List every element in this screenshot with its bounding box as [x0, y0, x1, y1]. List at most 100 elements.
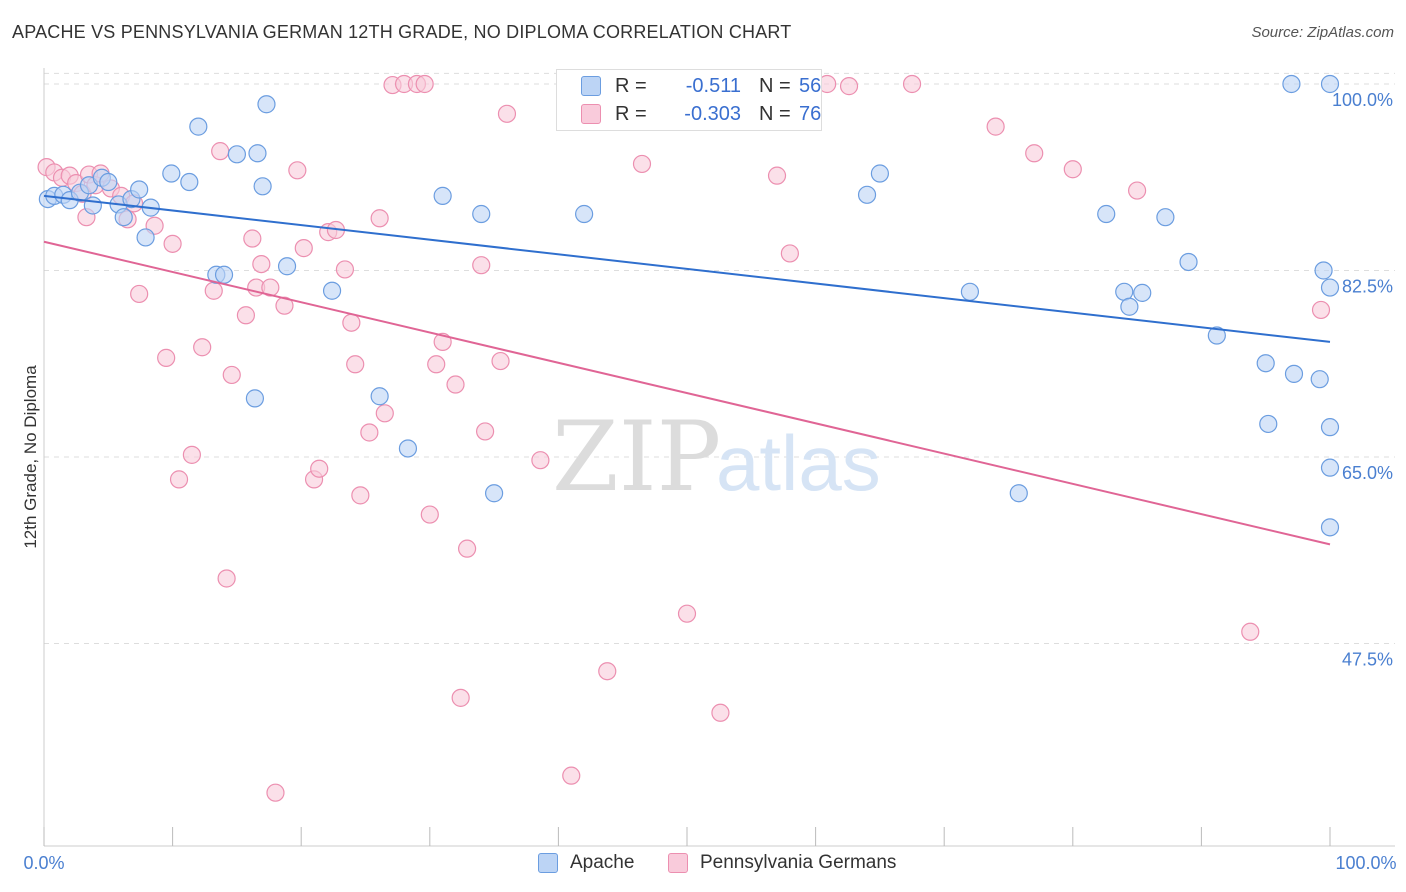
apache-point	[1097, 204, 1116, 224]
penn-point	[157, 348, 176, 367]
apache-point	[214, 265, 234, 284]
apache-point	[1207, 326, 1226, 345]
apache-point	[248, 144, 267, 163]
apache-point	[257, 95, 276, 114]
x-tick-label-min: 0.0%	[23, 853, 64, 873]
penn-point	[335, 260, 355, 279]
apache-point	[1120, 297, 1139, 316]
apache-point	[322, 281, 342, 300]
stats-legend: R = -0.511 N = 56 R = -0.303 N = 76	[556, 69, 822, 131]
x-ticks	[43, 827, 1331, 846]
penn-point	[632, 154, 652, 174]
apache-point	[1320, 418, 1340, 437]
y-tick-label: 100.0%	[1332, 90, 1393, 110]
apache-point	[130, 180, 149, 199]
penn-point	[288, 161, 307, 180]
apache-point	[277, 257, 297, 276]
penn-point	[472, 256, 491, 275]
apache-point	[1156, 208, 1175, 227]
apache-point	[960, 282, 980, 301]
apache-point	[180, 172, 199, 192]
penn-point	[294, 239, 313, 258]
apache-n-value: 56	[799, 74, 822, 97]
apache-point	[1282, 74, 1301, 94]
watermark-zip: ZIP	[552, 401, 721, 513]
y-tick-label: 47.5%	[1342, 650, 1393, 670]
penn-point	[252, 254, 271, 274]
legend-row-penn: R = -0.303 N = 76	[581, 101, 821, 127]
apache-trend-line	[43, 194, 1331, 343]
penn-point	[163, 234, 182, 253]
penn-swatch	[581, 104, 601, 124]
apache-point	[245, 389, 265, 408]
penn-point	[211, 142, 230, 161]
apache-point	[1320, 278, 1340, 297]
penn-point	[217, 569, 236, 588]
apache-point	[1320, 458, 1340, 477]
watermark-atlas: atlas	[716, 419, 881, 507]
legend-item-penn[interactable]: Pennsylvania Germans	[668, 852, 896, 874]
penn-point	[767, 166, 787, 185]
penn-point	[375, 404, 394, 423]
penn-n-label: N =	[759, 102, 791, 125]
apache-point	[398, 439, 418, 458]
penn-point	[446, 375, 465, 394]
penn-point	[266, 783, 285, 802]
apache-point	[189, 117, 208, 136]
penn-r-value: -0.303	[684, 102, 741, 125]
apache-point	[253, 177, 272, 196]
penn-point	[491, 351, 510, 371]
penn-point	[1241, 622, 1260, 641]
apache-point	[83, 196, 102, 215]
penn-point	[351, 486, 370, 505]
apache-point	[1314, 261, 1333, 280]
apache-point	[1320, 74, 1340, 94]
legend-row-apache: R = -0.511 N = 56	[581, 73, 821, 99]
penn-point	[986, 117, 1005, 136]
apache-point	[1320, 518, 1340, 537]
penn-point	[457, 539, 477, 558]
apache-n-label: N =	[759, 74, 791, 97]
penn-point	[360, 423, 379, 442]
penn-point	[677, 604, 697, 623]
chart-source: Source: ZipAtlas.com	[1251, 24, 1394, 41]
penn-legend-swatch	[668, 853, 688, 873]
chart-title: APACHE VS PENNSYLVANIA GERMAN 12TH GRADE…	[12, 22, 792, 42]
penn-point	[531, 451, 550, 470]
apache-point	[136, 228, 155, 247]
penn-point	[1127, 181, 1147, 200]
penn-point	[275, 296, 294, 315]
penn-point	[497, 104, 517, 123]
apache-legend-swatch	[538, 853, 558, 873]
apache-point	[370, 387, 389, 406]
apache-point	[227, 145, 246, 164]
penn-point	[427, 355, 446, 374]
penn-point	[243, 229, 262, 248]
legend-item-apache[interactable]: Apache	[538, 852, 634, 874]
penn-point	[222, 365, 241, 385]
penn-point	[1063, 160, 1082, 179]
apache-point	[1259, 414, 1278, 434]
penn-n-value: 76	[799, 102, 822, 125]
apache-legend-label: Apache	[570, 852, 635, 873]
penn-point	[310, 459, 329, 478]
y-tick-label: 82.5%	[1342, 276, 1393, 296]
apache-point	[857, 185, 877, 204]
penn-point	[346, 355, 365, 374]
apache-point	[1179, 252, 1198, 272]
penn-point	[598, 662, 617, 681]
penn-point	[475, 422, 495, 441]
penn-point	[261, 278, 280, 297]
penn-point	[182, 445, 201, 464]
penn-point	[130, 284, 149, 304]
penn-point	[1311, 300, 1331, 320]
penn-point	[342, 313, 361, 332]
y-tick-label: 65.0%	[1342, 463, 1393, 483]
penn-point	[415, 74, 434, 94]
apache-r-value: -0.511	[685, 74, 741, 97]
penn-point	[451, 688, 470, 707]
apache-point	[1256, 354, 1275, 373]
apache-point	[433, 186, 452, 205]
y-tick-labels: 47.5% 65.0% 82.5% 100.0%	[1332, 90, 1393, 670]
